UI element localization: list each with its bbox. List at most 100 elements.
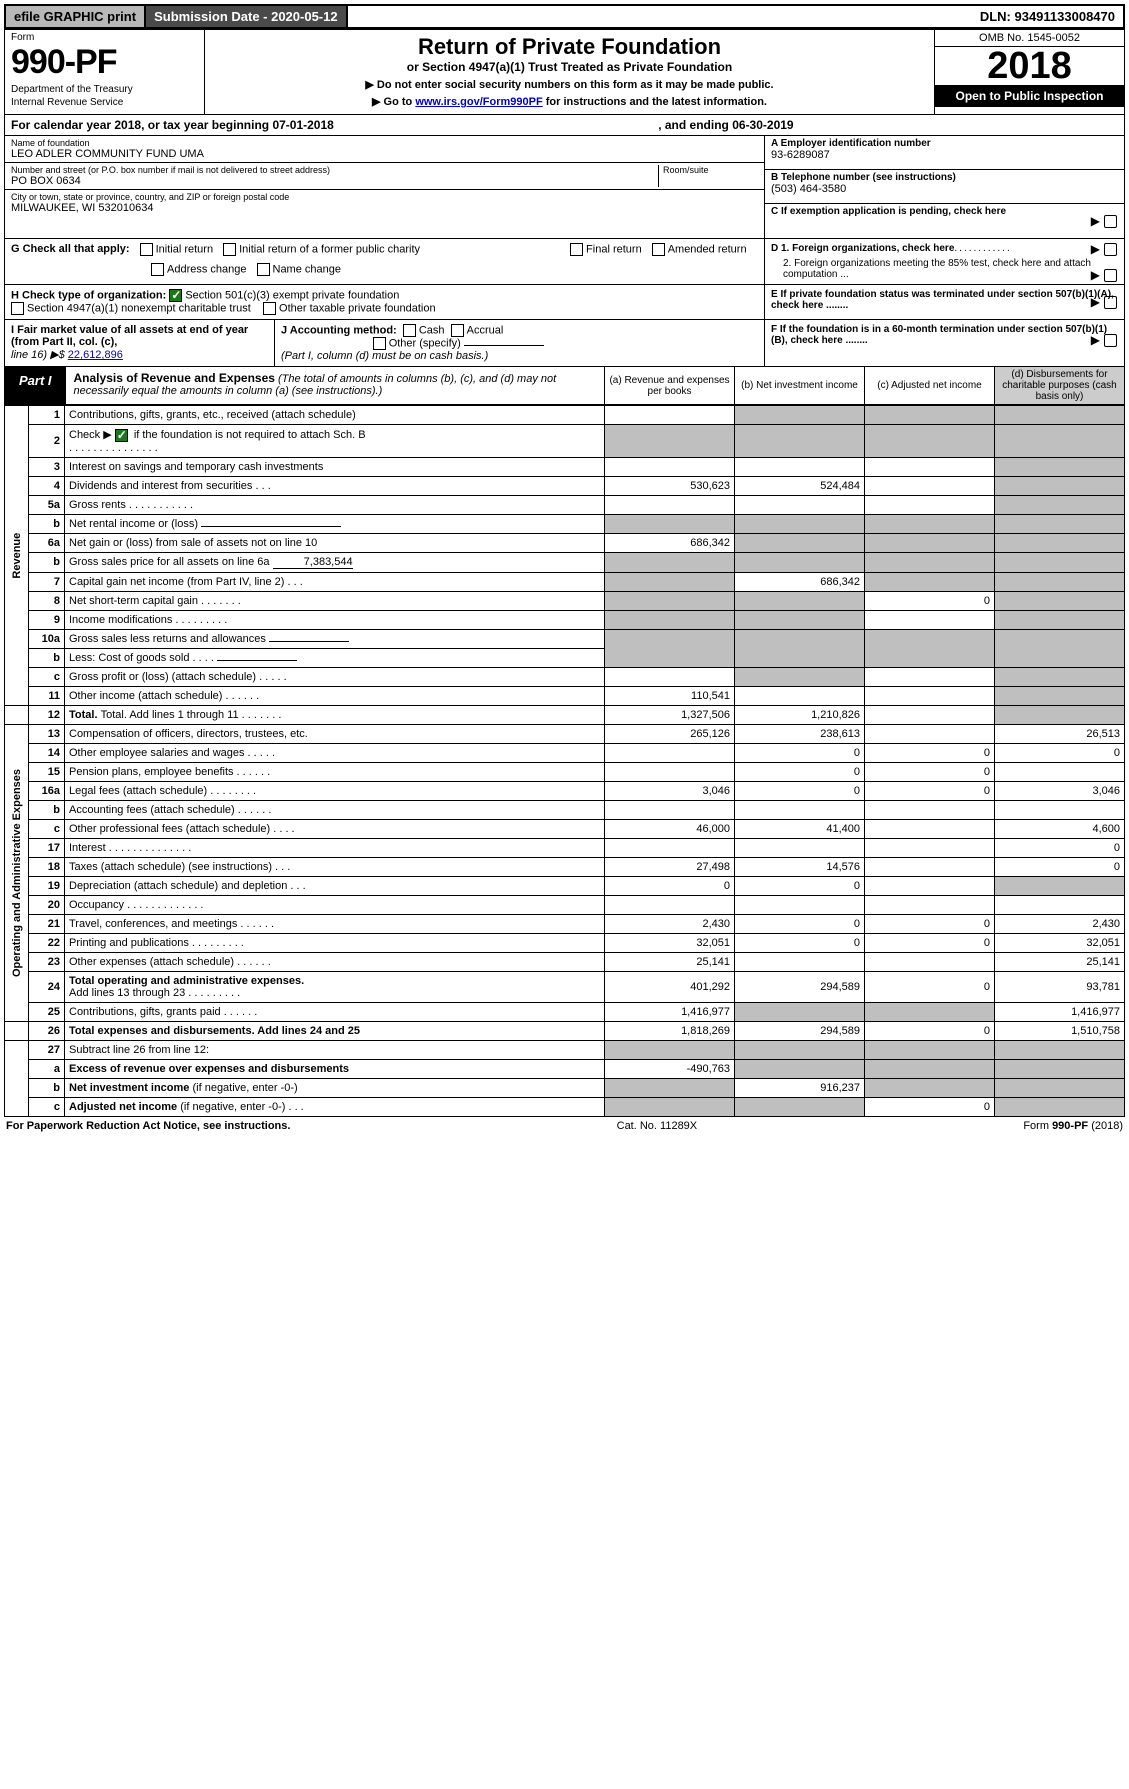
chk-final-return[interactable] — [570, 243, 583, 256]
chk-name-change[interactable] — [257, 263, 270, 276]
table-row: 26Total expenses and disbursements. Add … — [5, 1021, 1125, 1040]
row-num: 23 — [29, 952, 65, 971]
note2-pre: ▶ Go to — [372, 96, 415, 108]
f-label: F If the foundation is in a 60-month ter… — [771, 324, 1107, 346]
amt-a: 2,430 — [605, 914, 735, 933]
table-row: 5aGross rents . . . . . . . . . . . — [5, 495, 1125, 514]
r10b-field[interactable] — [217, 660, 297, 661]
table-row: 15Pension plans, employee benefits . . .… — [5, 762, 1125, 781]
row-num: c — [29, 667, 65, 686]
name-label: Name of foundation — [11, 138, 758, 148]
row-desc: Less: Cost of goods sold . . . . — [65, 648, 605, 667]
checkbox-d1[interactable] — [1104, 243, 1117, 256]
chk-cash[interactable] — [403, 324, 416, 337]
amt-a: 0 — [605, 876, 735, 895]
chk-other-taxable[interactable] — [263, 302, 276, 315]
table-row: Revenue 1Contributions, gifts, grants, e… — [5, 406, 1125, 425]
efile-print-label[interactable]: efile GRAPHIC print — [6, 6, 146, 27]
city-label: City or town, state or province, country… — [11, 192, 758, 202]
chk-address-change[interactable] — [151, 263, 164, 276]
amt-c: 0 — [865, 914, 995, 933]
amt-a: 1,327,506 — [605, 705, 735, 724]
row-num: c — [29, 1097, 65, 1116]
amt-b: 686,342 — [735, 572, 865, 591]
row-num: 17 — [29, 838, 65, 857]
chk-accrual[interactable] — [451, 324, 464, 337]
cal-year-end: , and ending 06-30-2019 — [658, 118, 793, 132]
r10a-field[interactable] — [269, 641, 349, 642]
row-num: b — [29, 800, 65, 819]
other-specify-field[interactable] — [464, 345, 544, 346]
row-desc: Accounting fees (attach schedule) . . . … — [65, 800, 605, 819]
amt-c: 0 — [865, 971, 995, 1002]
amt-b: 0 — [735, 781, 865, 800]
table-row: 4Dividends and interest from securities … — [5, 476, 1125, 495]
chk-initial-return[interactable] — [140, 243, 153, 256]
row-desc: Printing and publications . . . . . . . … — [65, 933, 605, 952]
table-row: 16aLegal fees (attach schedule) . . . . … — [5, 781, 1125, 800]
row-num: 16a — [29, 781, 65, 800]
form-number: 990-PF — [11, 43, 198, 82]
table-row: aExcess of revenue over expenses and dis… — [5, 1059, 1125, 1078]
row-desc: Gross profit or (loss) (attach schedule)… — [65, 667, 605, 686]
j-accrual: Accrual — [467, 324, 504, 336]
footer-form: Form 990-PF (2018) — [1023, 1120, 1123, 1132]
row-num: 15 — [29, 762, 65, 781]
row-num: 5a — [29, 495, 65, 514]
amt-b: 0 — [735, 933, 865, 952]
chk-amended[interactable] — [652, 243, 665, 256]
checkbox-f[interactable] — [1104, 334, 1117, 347]
chk-sch-b[interactable] — [115, 429, 128, 442]
part1-title: Analysis of Revenue and Expenses — [74, 371, 275, 385]
arrow-icon: ▶ — [1091, 242, 1100, 256]
row-desc: Interest on savings and temporary cash i… — [65, 457, 605, 476]
row-num: 7 — [29, 572, 65, 591]
chk-other-method[interactable] — [373, 337, 386, 350]
note2-post: for instructions and the latest informat… — [543, 96, 767, 108]
row-num: b — [29, 514, 65, 533]
r5b-d: Net rental income or (loss) — [69, 518, 201, 530]
submission-date: Submission Date - 2020-05-12 — [146, 6, 348, 27]
cal-year-begin: For calendar year 2018, or tax year begi… — [11, 118, 334, 132]
checkbox-e[interactable] — [1104, 296, 1117, 309]
info-right: A Employer identification number 93-6289… — [764, 136, 1124, 238]
r6b-val: 7,383,544 — [273, 556, 353, 569]
table-row: 12Total. Total. Add lines 1 through 11 .… — [5, 705, 1125, 724]
checkbox-c[interactable] — [1104, 215, 1117, 228]
i-value: 22,612,896 — [68, 349, 123, 361]
table-row: cOther professional fees (attach schedul… — [5, 819, 1125, 838]
form-label: Form — [11, 32, 198, 43]
amt-b: 0 — [735, 762, 865, 781]
arrow-icon: ▶ — [1091, 333, 1100, 347]
city-value: MILWAUKEE, WI 532010634 — [11, 202, 758, 214]
chk-501c3[interactable] — [169, 289, 182, 302]
row-desc: Dividends and interest from securities .… — [65, 476, 605, 495]
g-o1: Initial return — [156, 243, 213, 255]
foundation-info: Name of foundation LEO ADLER COMMUNITY F… — [4, 136, 1125, 239]
chk-4947[interactable] — [11, 302, 24, 315]
table-row: 8Net short-term capital gain . . . . . .… — [5, 591, 1125, 610]
table-row: 7Capital gain net income (from Part IV, … — [5, 572, 1125, 591]
r5b-field[interactable] — [201, 526, 341, 527]
ein-label: A Employer identification number — [771, 138, 1118, 149]
table-row: 14Other employee salaries and wages . . … — [5, 743, 1125, 762]
amt-d: 0 — [995, 838, 1125, 857]
address-row: Number and street (or P.O. box number if… — [5, 163, 764, 190]
col-d-hdr: (d) Disbursements for charitable purpose… — [994, 367, 1124, 404]
chk-initial-former[interactable] — [223, 243, 236, 256]
e-label: E If private foundation status was termi… — [771, 289, 1114, 311]
col-b-hdr: (b) Net investment income — [734, 367, 864, 404]
e-section: E If private foundation status was termi… — [764, 285, 1124, 319]
exemption-row: C If exemption application is pending, c… — [765, 204, 1124, 238]
table-row: bAccounting fees (attach schedule) . . .… — [5, 800, 1125, 819]
r2-dots: . . . . . . . . . . . . . . . — [69, 442, 158, 454]
arrow-icon: ▶ — [1091, 268, 1100, 282]
info-left: Name of foundation LEO ADLER COMMUNITY F… — [5, 136, 764, 238]
row-desc: Contributions, gifts, grants paid . . . … — [65, 1002, 605, 1021]
table-row: 2Check ▶ if the foundation is not requir… — [5, 425, 1125, 458]
checkbox-d2[interactable] — [1104, 269, 1117, 282]
row-num: 26 — [29, 1021, 65, 1040]
amt-d: 25,141 — [995, 952, 1125, 971]
irs-link[interactable]: www.irs.gov/Form990PF — [415, 96, 542, 108]
row-num: 6a — [29, 533, 65, 552]
